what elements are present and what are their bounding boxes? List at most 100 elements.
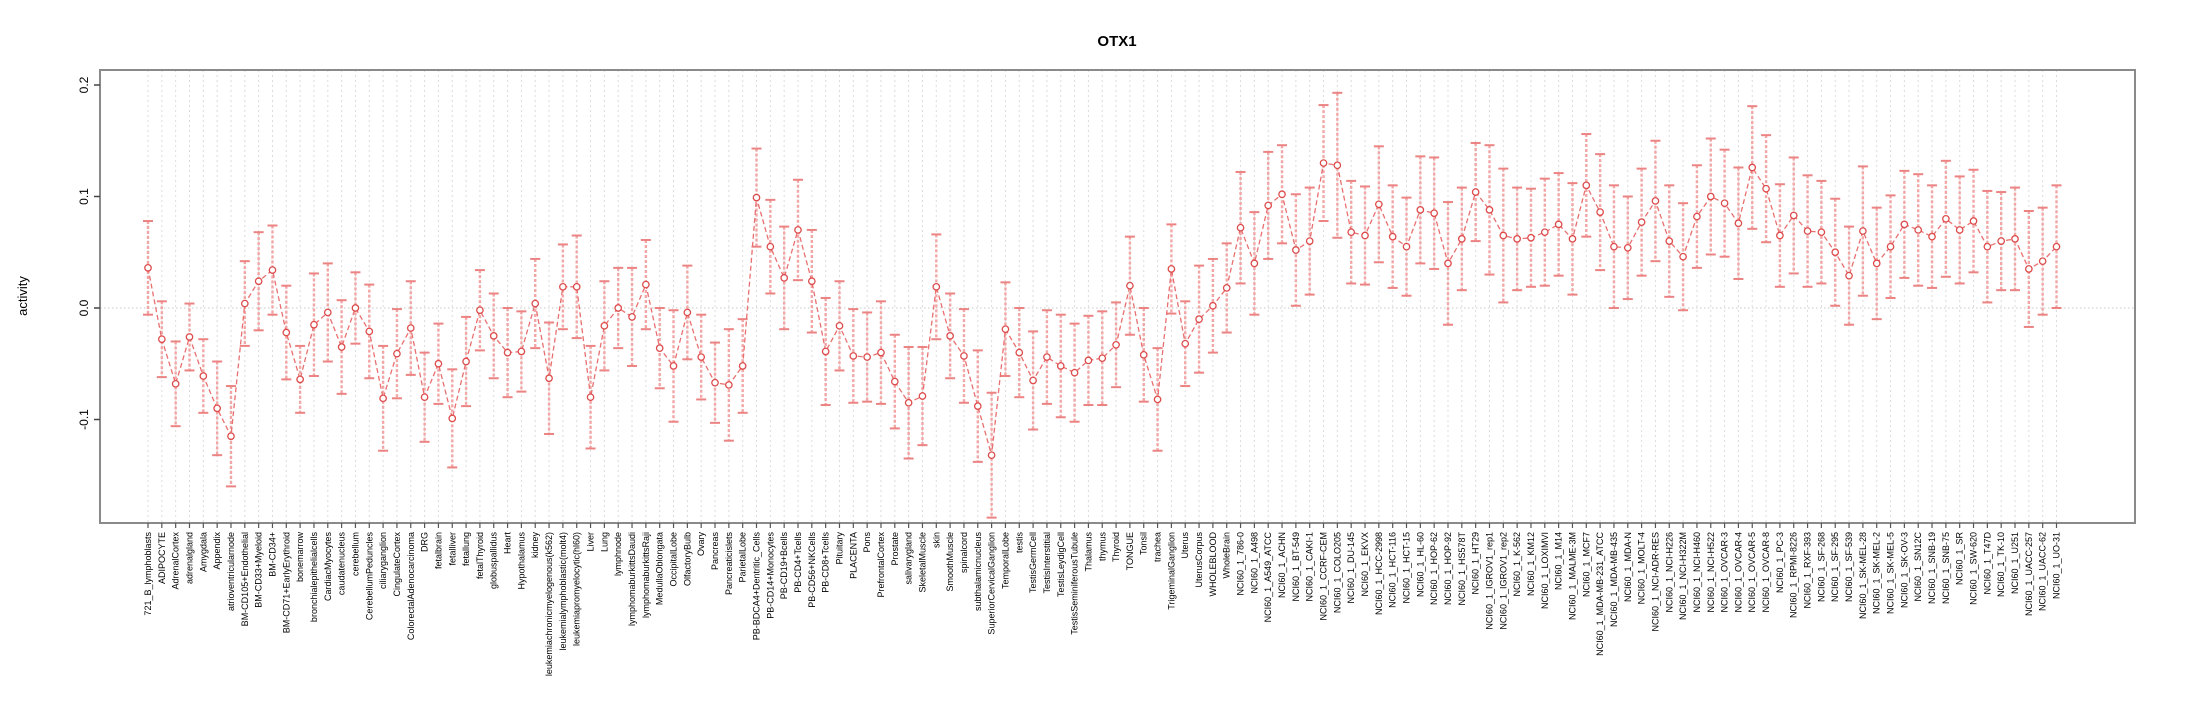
y-tick-label: 0.0: [77, 299, 91, 316]
data-point-marker: [1679, 252, 1687, 261]
x-tick-label: Heart: [503, 532, 513, 555]
x-tick-label: NCI60_1_UACC-257: [2024, 532, 2034, 616]
data-point-marker: [904, 398, 913, 407]
x-tick-label: WholeBrain: [1222, 532, 1232, 579]
data-point-marker: [2038, 257, 2047, 266]
x-tick-label: NCI60_1_A498: [1249, 532, 1259, 594]
x-tick-label: NCI60_1_OVCAR-8: [1761, 532, 1771, 613]
x-tick-label: Liver: [586, 532, 596, 552]
data-point-marker: [1236, 223, 1245, 232]
data-point-marker: [1139, 350, 1148, 359]
data-point-marker: [420, 393, 429, 402]
data-point-marker: [1651, 197, 1660, 205]
x-tick-label: NCI60_1_MDA-MB-231_ATCC: [1595, 532, 1605, 656]
x-tick-label: NCI60_1_MDA-N: [1623, 532, 1633, 602]
data-point-marker: [932, 282, 941, 291]
data-point-marker: [586, 393, 595, 402]
data-point-marker: [323, 308, 332, 317]
x-tick-label: NCI60_1_HOP-92: [1443, 532, 1453, 605]
data-point-marker: [1444, 259, 1452, 268]
x-tick-label: NCI60_1_A549_ATCC: [1263, 532, 1273, 623]
x-tick-label: leukemiapromyelocytic(hl60): [572, 532, 582, 646]
x-tick-label: Appendix: [212, 532, 222, 570]
x-tick-label: NCI60_1_SK-MEL-2: [1872, 532, 1882, 614]
x-tick-label: NCI60_1_IGROV1_rep1: [1484, 532, 1494, 630]
x-tick-label: leukemialymphoblastic(molt4): [558, 532, 568, 651]
x-tick-label: salivarygland: [904, 532, 914, 585]
x-tick-label: NCI60_1_HCT-15: [1402, 532, 1412, 604]
data-point-marker: [1029, 376, 1037, 385]
data-point-marker: [1789, 211, 1798, 220]
data-point-marker: [614, 304, 623, 312]
data-point-marker: [1056, 362, 1065, 370]
data-point-marker: [697, 353, 706, 361]
gridlines: [147, 70, 2057, 523]
x-tick-label: NCI60_1_T47D: [1982, 532, 1992, 595]
x-tick-label: kidney: [530, 532, 540, 559]
data-point-marker: [1347, 228, 1356, 237]
x-tick-label: Pons: [862, 532, 872, 553]
x-tick-label: NCI60_1_NCI-H460: [1692, 532, 1702, 613]
x-tick-label: Tonsil: [1139, 532, 1149, 555]
data-point-marker: [946, 332, 954, 340]
x-tick-label: leukemiachronicmyelogenous(k562): [544, 532, 554, 676]
x-tick-label: BM-CD71+EarlyErythroid: [281, 532, 291, 633]
x-tick-label: Lung: [599, 532, 609, 552]
x-tick-label: Ovary: [696, 532, 706, 557]
x-tick-label: BM-CD34+: [267, 532, 277, 577]
data-point-marker: [766, 242, 775, 251]
data-point-marker: [1388, 232, 1397, 241]
x-tick-label: NCI60_1_BT-549: [1291, 532, 1301, 602]
data-point-marker: [807, 277, 816, 286]
x-tick-label: NCI60_1_786-0: [1236, 532, 1246, 596]
data-point-marker: [1693, 212, 1701, 221]
x-tick-label: PB-BDCA4+Dentritic_Cells: [752, 532, 762, 641]
x-tick-label: adrenalgland: [184, 532, 194, 584]
data-point-marker: [1209, 301, 1217, 310]
x-tick-label: Pancreas: [710, 532, 720, 571]
data-point-marker: [724, 381, 733, 389]
data-point-marker: [1969, 217, 1978, 225]
data-point-marker: [1153, 395, 1162, 404]
x-tick-label: NCI60_1_HT29: [1471, 532, 1481, 595]
x-axis: [147, 523, 2058, 528]
data-point-marker: [1955, 226, 1964, 234]
data-point-marker: [711, 378, 719, 387]
data-point-marker: [835, 321, 844, 330]
data-point-marker: [1513, 235, 1521, 243]
x-tick-label: NCI60_1_CCRF-CEM: [1319, 532, 1329, 621]
data-point-marker: [1872, 259, 1881, 268]
x-tick-label: NCI60_1_NCI-H322M: [1678, 532, 1688, 620]
data-point-marker: [199, 372, 208, 380]
data-point-marker: [1886, 242, 1895, 251]
x-tick-label: NCI60_1_LOXIMVI: [1540, 532, 1550, 609]
data-point-marker: [1471, 188, 1480, 196]
data-point-marker: [1720, 199, 1729, 208]
data-point-marker: [1084, 356, 1093, 365]
data-point-marker: [2024, 265, 2033, 273]
data-point-marker: [1776, 231, 1784, 240]
x-tick-label: globuspallidus: [489, 532, 499, 590]
data-point-marker: [1015, 348, 1024, 357]
data-point-marker: [1333, 161, 1342, 170]
data-point-marker: [462, 357, 470, 366]
data-point-marker: [1568, 235, 1577, 243]
data-point-marker: [1831, 248, 1840, 257]
data-point-marker: [2052, 242, 2061, 251]
x-tick-label: NCI60_1_RPMI-8226: [1789, 532, 1799, 618]
data-point-marker: [1928, 232, 1936, 241]
x-tick-label: NCI60_1_NCI-H522: [1706, 532, 1716, 613]
x-tick-label: TestisLeydigCell: [1056, 532, 1066, 597]
data-point-marker: [1402, 242, 1411, 251]
data-point-marker: [1167, 265, 1176, 273]
x-tick-label: testis: [1014, 532, 1024, 554]
data-point-marker: [1222, 284, 1231, 292]
x-tick-label: NCI60_1_SN12C: [1913, 532, 1923, 602]
x-tick-label: Hypothalamus: [516, 532, 526, 590]
x-tick-label: lymphomaburkittsRaji: [641, 532, 651, 618]
data-point-marker: [1181, 339, 1190, 348]
data-point-marker: [642, 280, 650, 289]
x-tick-label: NCI60_1_SNB-75: [1941, 532, 1951, 604]
data-point-marker: [918, 392, 927, 400]
data-point-marker: [282, 328, 291, 337]
